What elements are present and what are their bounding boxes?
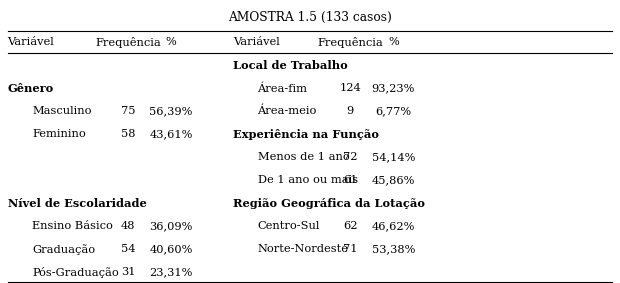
- Text: Variável: Variável: [233, 37, 280, 47]
- Text: Ensino Básico: Ensino Básico: [32, 221, 113, 231]
- Text: 9: 9: [347, 106, 354, 116]
- Text: Experiência na Função: Experiência na Função: [233, 129, 379, 140]
- Text: 93,23%: 93,23%: [371, 83, 415, 93]
- Text: Pós-Graduação: Pós-Graduação: [32, 267, 119, 278]
- Text: Local de Trabalho: Local de Trabalho: [233, 60, 348, 71]
- Text: %: %: [166, 37, 177, 47]
- Text: 31: 31: [121, 267, 135, 277]
- Text: 43,61%: 43,61%: [149, 129, 193, 139]
- Text: 75: 75: [121, 106, 135, 116]
- Text: Centro-Sul: Centro-Sul: [257, 221, 320, 231]
- Text: 58: 58: [121, 129, 135, 139]
- Text: 124: 124: [339, 83, 361, 93]
- Text: 62: 62: [343, 221, 357, 231]
- Text: AMOSTRA 1.5 (133 casos): AMOSTRA 1.5 (133 casos): [228, 11, 392, 24]
- Text: 56,39%: 56,39%: [149, 106, 193, 116]
- Text: 61: 61: [343, 175, 357, 185]
- Text: 36,09%: 36,09%: [149, 221, 193, 231]
- Text: Masculino: Masculino: [32, 106, 92, 116]
- Text: Norte-Nordeste: Norte-Nordeste: [257, 244, 348, 254]
- Text: De 1 ano ou mais: De 1 ano ou mais: [257, 175, 358, 185]
- Text: 72: 72: [343, 152, 357, 162]
- Text: 71: 71: [343, 244, 357, 254]
- Text: Área-fim: Área-fim: [257, 83, 308, 93]
- Text: 53,38%: 53,38%: [371, 244, 415, 254]
- Text: Feminino: Feminino: [32, 129, 86, 139]
- Text: Área-meio: Área-meio: [257, 106, 317, 117]
- Text: 54,14%: 54,14%: [371, 152, 415, 162]
- Text: Variável: Variável: [7, 37, 55, 47]
- Text: 40,60%: 40,60%: [149, 244, 193, 254]
- Text: Frequência: Frequência: [317, 37, 383, 48]
- Text: Graduação: Graduação: [32, 244, 95, 254]
- Text: 48: 48: [121, 221, 135, 231]
- Text: Frequência: Frequência: [95, 37, 161, 48]
- Text: %: %: [388, 37, 399, 47]
- Text: Gênero: Gênero: [7, 83, 54, 94]
- Text: Nível de Escolaridade: Nível de Escolaridade: [7, 198, 146, 209]
- Text: 46,62%: 46,62%: [371, 221, 415, 231]
- Text: 54: 54: [121, 244, 135, 254]
- Text: Região Geográfica da Lotação: Região Geográfica da Lotação: [233, 198, 425, 209]
- Text: 45,86%: 45,86%: [371, 175, 415, 185]
- Text: Menos de 1 ano: Menos de 1 ano: [257, 152, 349, 162]
- Text: 6,77%: 6,77%: [375, 106, 412, 116]
- Text: 23,31%: 23,31%: [149, 267, 193, 277]
